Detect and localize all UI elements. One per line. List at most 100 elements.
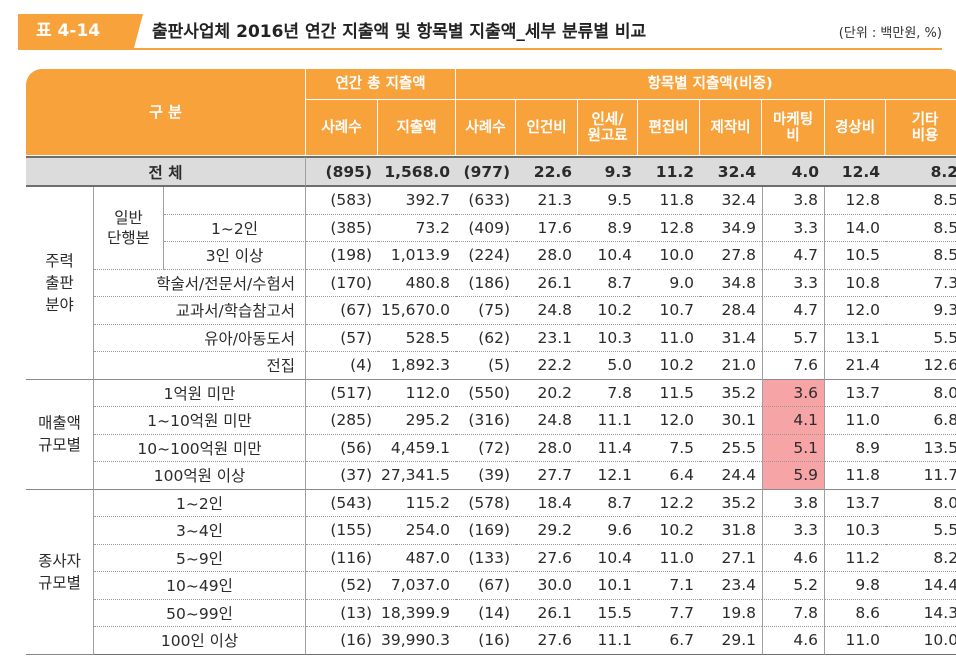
value-cell: 14.4 bbox=[886, 572, 956, 600]
value-cell: 17.6 bbox=[516, 215, 579, 242]
value-cell: 39,990.3 bbox=[378, 627, 457, 655]
value-cell: 34.9 bbox=[700, 215, 763, 242]
value-cell: (67) bbox=[306, 297, 379, 325]
table-row: 유아/아동도서 (57) 528.5 (62) 23.1 10.3 11.0 31.4 5.7 1… bbox=[26, 324, 956, 352]
label-line: 주력 bbox=[45, 251, 74, 270]
value-cell: 10.1 bbox=[578, 572, 639, 600]
value-cell: 11.7 bbox=[886, 462, 956, 490]
value-cell: 26.1 bbox=[516, 600, 579, 627]
value-cell: 73.2 bbox=[378, 215, 457, 242]
value-cell: 10.4 bbox=[578, 242, 639, 270]
value-cell: 254.0 bbox=[378, 517, 457, 545]
value-cell: 10.2 bbox=[638, 517, 701, 545]
tag-notch bbox=[134, 14, 143, 48]
value-cell: 9.8 bbox=[825, 572, 887, 600]
value-cell: 4.6 bbox=[762, 544, 826, 572]
value-cell: 15.5 bbox=[578, 600, 639, 627]
value-cell: 5.9 bbox=[762, 462, 826, 490]
label-line: 규모별 bbox=[38, 573, 81, 592]
value-cell: 10.0 bbox=[638, 242, 701, 270]
value-cell: 10.0 bbox=[886, 627, 956, 655]
value-cell: 35.2 bbox=[700, 490, 763, 517]
value-cell: 23.4 bbox=[700, 572, 763, 600]
value-cell: 11.1 bbox=[578, 407, 639, 435]
value-cell: 27.8 bbox=[700, 242, 763, 270]
value-cell: 12.6 bbox=[886, 352, 956, 380]
value-cell: 18,399.9 bbox=[378, 600, 457, 627]
value-cell: (198) bbox=[306, 242, 379, 270]
total-row: 전 체 (895) 1,568.0 (977) 22.6 9.3 11.2 32… bbox=[26, 156, 956, 187]
value-cell: (116) bbox=[306, 545, 379, 572]
value-cell: 11.5 bbox=[638, 380, 701, 407]
table-row: 매출액 규모별 1억원 미만 (517) 112.0 (550) 20.2 7.8 11.5 35… bbox=[26, 379, 956, 490]
value-cell: (39) bbox=[456, 462, 517, 490]
value-cell: 14.3 bbox=[886, 600, 956, 627]
value-cell: (16) bbox=[456, 627, 517, 655]
value-cell: 8.0 bbox=[886, 490, 956, 517]
table-row: 전집 (4) 1,892.3 (5) 22.2 5.0 10.2 21.0 7.6 21.4 12.… bbox=[26, 352, 956, 380]
row-label: 학술서/전문서/수험서 bbox=[94, 269, 307, 297]
value-cell: (62) bbox=[456, 325, 517, 352]
value-cell: 11.8 bbox=[638, 187, 701, 215]
total-cell: 4.0 bbox=[762, 156, 826, 187]
header-cases-2: 사례수 bbox=[456, 100, 517, 156]
table-body: 전 체 (895) 1,568.0 (977) 22.6 9.3 11.2 32… bbox=[26, 156, 956, 655]
value-cell: 112.0 bbox=[378, 380, 457, 407]
value-cell: 3.3 bbox=[762, 269, 826, 297]
value-cell: 12.8 bbox=[638, 215, 701, 242]
value-cell: (16) bbox=[306, 627, 379, 655]
header-production: 제작비 bbox=[700, 100, 763, 156]
value-cell: 11.0 bbox=[638, 325, 701, 352]
value-cell: 487.0 bbox=[378, 545, 457, 572]
value-cell: (13) bbox=[306, 600, 379, 627]
table-row: 3인 이상 (198) 1,013.9 (224) 28.0 10.4 10.0 27.8 4.… bbox=[26, 242, 956, 270]
value-cell: 34.8 bbox=[700, 270, 763, 297]
label-line: 종사자 bbox=[38, 551, 81, 570]
value-cell: 8.7 bbox=[578, 270, 639, 297]
value-cell: (633) bbox=[456, 187, 517, 215]
label-line: 일반 bbox=[114, 208, 143, 227]
value-cell: 392.7 bbox=[378, 187, 457, 215]
value-cell: 29.1 bbox=[700, 627, 763, 655]
value-cell: 1,892.3 bbox=[378, 352, 457, 380]
value-cell: 6.4 bbox=[638, 462, 701, 490]
value-cell: (385) bbox=[306, 215, 379, 242]
value-cell: 5.7 bbox=[762, 324, 826, 352]
value-cell: 7.5 bbox=[638, 435, 701, 462]
value-cell: 8.5 bbox=[886, 215, 956, 242]
total-cell: 8.2 bbox=[886, 156, 956, 187]
row-label: 1~10억원 미만 bbox=[94, 407, 307, 435]
value-cell: 10.7 bbox=[638, 297, 701, 325]
table-row: 100억원 이상 (37) 27,341.5 (39) 27.7 12.1 6.4 24.4 5… bbox=[26, 462, 956, 490]
value-cell: 8.9 bbox=[825, 435, 887, 462]
value-cell: 5.2 bbox=[762, 572, 826, 600]
value-cell: (550) bbox=[456, 380, 517, 407]
header-cases-1: 사례수 bbox=[306, 100, 379, 156]
header-gubun: 구 분 bbox=[26, 69, 307, 156]
value-cell: 27.7 bbox=[516, 462, 579, 490]
value-cell: 3.3 bbox=[762, 517, 826, 545]
value-cell: 30.0 bbox=[516, 572, 579, 600]
value-cell: 4.7 bbox=[762, 242, 826, 270]
label-line: 규모별 bbox=[38, 436, 81, 454]
total-cell: 22.6 bbox=[516, 156, 579, 187]
value-cell: 5.1 bbox=[762, 434, 826, 462]
value-cell: 7.1 bbox=[638, 572, 701, 600]
value-cell: 3.6 bbox=[762, 379, 826, 407]
data-table: 구 분 연간 총 지출액 항목별 지출액(비중) 사례수 지출액 사례수 인건비… bbox=[26, 69, 956, 655]
header-marketing: 마케팅 비 bbox=[762, 100, 826, 156]
value-cell: 11.4 bbox=[578, 435, 639, 462]
value-cell: 12.2 bbox=[638, 490, 701, 517]
value-cell: 12.0 bbox=[638, 407, 701, 435]
value-cell: (56) bbox=[306, 435, 379, 462]
value-cell: 11.0 bbox=[825, 407, 887, 435]
value-cell: 21.0 bbox=[700, 352, 763, 380]
value-cell: (543) bbox=[306, 490, 379, 517]
title-rule bbox=[18, 48, 942, 50]
value-cell: 31.8 bbox=[700, 517, 763, 545]
value-cell: 13.1 bbox=[825, 325, 887, 352]
value-cell: 115.2 bbox=[378, 490, 457, 517]
row-label: 1~2인 bbox=[164, 214, 307, 242]
value-cell: (133) bbox=[456, 545, 517, 572]
value-cell: 8.5 bbox=[886, 187, 956, 215]
